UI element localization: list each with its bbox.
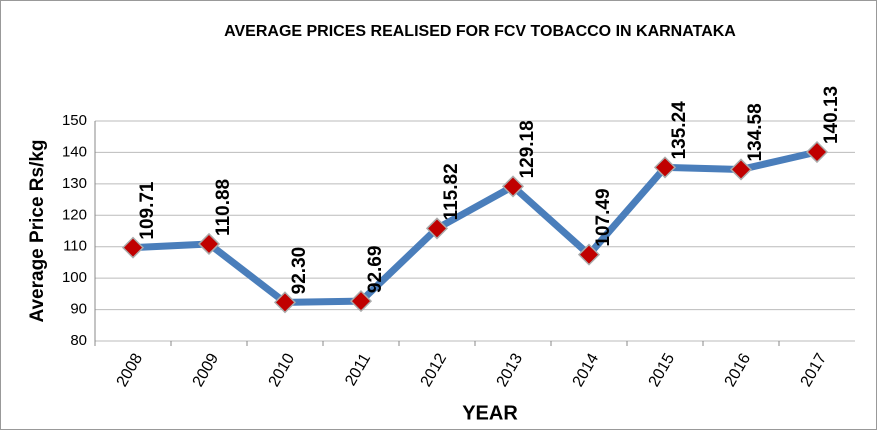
y-tick-label: 140 [62, 143, 87, 160]
marker [349, 290, 373, 313]
marker [653, 156, 677, 179]
y-tick-label: 120 [62, 206, 87, 223]
marker [425, 217, 449, 240]
y-tick-label: 100 [62, 269, 87, 286]
marker [805, 140, 829, 164]
y-tick-label: 80 [70, 332, 87, 349]
value-label: 107.49 [593, 188, 614, 246]
marker [577, 243, 601, 266]
value-label: 92.30 [289, 247, 310, 295]
value-label: 140.13 [821, 86, 842, 144]
marker [729, 158, 753, 181]
value-label: 134.58 [745, 103, 766, 161]
marker [501, 175, 525, 198]
marker [273, 291, 297, 314]
marker [197, 232, 221, 256]
x-axis-label: YEAR [462, 402, 518, 424]
value-label: 92.69 [365, 246, 386, 294]
y-tick-label: 110 [63, 238, 87, 255]
y-tick-label: 130 [62, 175, 87, 192]
value-label: 115.82 [441, 163, 462, 220]
value-label: 110.88 [213, 179, 234, 236]
y-tick-label: 150 [62, 112, 87, 129]
chart-title: AVERAGE PRICES REALISED FOR FCV TOBACCO … [224, 23, 736, 40]
y-tick-label: 90 [70, 301, 87, 318]
series-line [132, 148, 818, 306]
y-axis-label: Average Price Rs/kg [27, 139, 48, 322]
marker [121, 236, 145, 259]
value-label: 129.18 [517, 120, 538, 178]
value-label: 109.71 [137, 181, 158, 240]
value-label: 135.24 [669, 101, 690, 160]
